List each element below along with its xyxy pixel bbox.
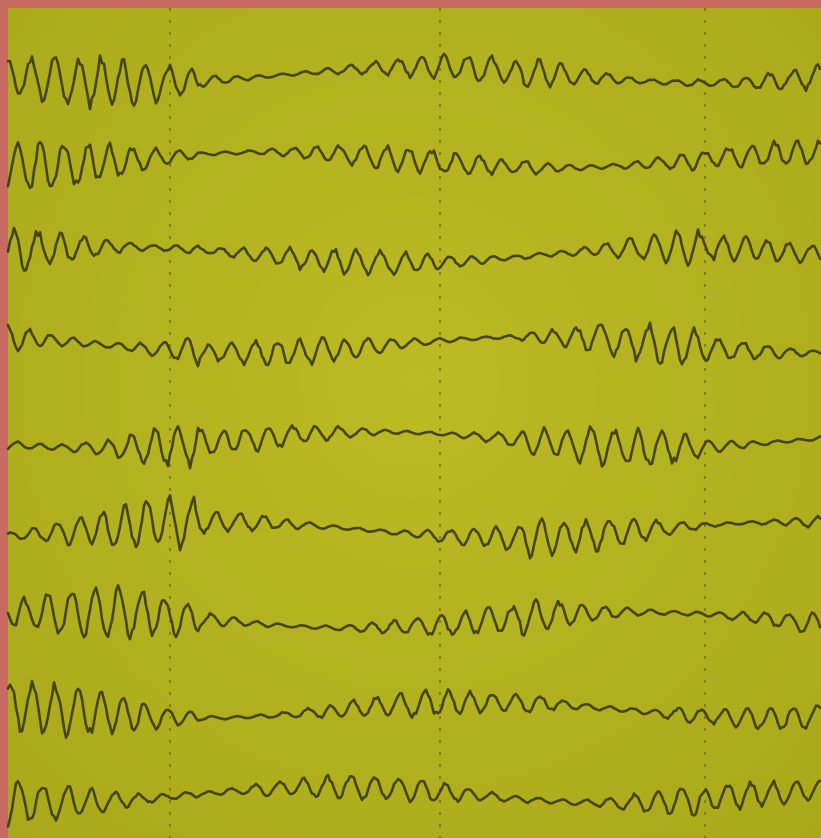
eeg-trace [6, 52, 821, 111]
eeg-trace [6, 321, 821, 368]
eeg-trace [6, 139, 821, 190]
traces [6, 52, 821, 828]
eeg-trace [6, 679, 821, 739]
paper [8, 8, 821, 838]
eeg-trace [6, 424, 821, 470]
eeg-trace [6, 773, 821, 828]
eeg-trace [6, 494, 821, 560]
eeg-trace [6, 584, 821, 641]
eeg-trace [6, 226, 821, 277]
